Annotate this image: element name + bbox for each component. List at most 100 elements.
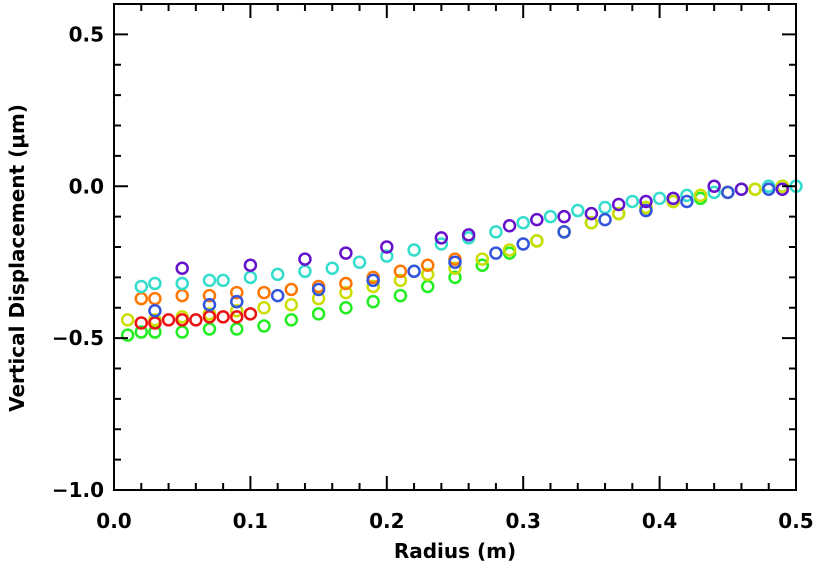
data-point <box>448 255 462 269</box>
data-point <box>420 267 435 282</box>
data-point <box>325 261 339 276</box>
data-point <box>680 188 694 203</box>
data-point <box>420 279 435 294</box>
data-point <box>393 288 408 303</box>
data-point <box>339 301 353 315</box>
data-point <box>120 328 135 342</box>
data-point <box>407 264 421 279</box>
x-tick-label: 0.5 <box>778 509 813 533</box>
data-point <box>257 319 271 333</box>
data-point <box>461 228 476 242</box>
data-point <box>475 252 490 266</box>
x-tick-label: 0.3 <box>505 509 540 533</box>
data-point <box>148 304 162 318</box>
y-tick-label: 0.5 <box>69 22 104 46</box>
data-point <box>502 218 517 233</box>
data-point <box>216 273 230 288</box>
data-point <box>475 258 490 272</box>
data-point <box>148 291 162 306</box>
data-point <box>175 288 189 303</box>
axis-ticks <box>113 3 797 491</box>
data-point <box>448 261 462 276</box>
x-tick-label: 0.2 <box>369 509 404 533</box>
data-point <box>134 325 149 339</box>
data-point <box>161 313 176 327</box>
data-point <box>420 258 435 272</box>
data-point <box>148 276 162 291</box>
data-point <box>243 307 258 321</box>
data-point <box>298 252 312 266</box>
data-point <box>311 307 326 321</box>
data-points-layer <box>120 179 803 342</box>
data-point <box>230 310 244 324</box>
data-point <box>434 237 449 251</box>
data-point <box>352 255 367 269</box>
data-point <box>311 282 326 297</box>
data-point <box>202 322 217 336</box>
data-point <box>543 209 558 224</box>
data-point <box>489 225 503 239</box>
data-point <box>489 246 503 260</box>
data-point <box>748 182 762 197</box>
data-point <box>216 310 230 324</box>
data-point <box>257 301 271 315</box>
data-point <box>230 285 244 300</box>
data-point <box>761 182 776 197</box>
data-point <box>202 273 217 288</box>
y-tick-label: −1.0 <box>52 478 104 502</box>
data-point <box>571 203 585 218</box>
data-point <box>380 249 394 263</box>
data-point <box>393 273 408 288</box>
data-point <box>598 212 612 227</box>
data-point <box>243 258 258 272</box>
data-point <box>448 270 462 285</box>
data-point <box>284 282 299 297</box>
data-point <box>611 197 626 212</box>
x-tick-labels: 0.0 0.1 0.2 0.3 0.4 0.5 <box>96 509 813 533</box>
data-point <box>284 313 299 327</box>
data-point <box>557 225 571 239</box>
data-point <box>134 316 149 330</box>
data-point <box>530 234 544 248</box>
data-point <box>230 322 244 336</box>
data-point <box>625 194 640 209</box>
data-point <box>284 297 299 312</box>
data-point <box>707 185 721 200</box>
data-point <box>407 243 421 257</box>
y-tick-labels: −1.0 −0.5 0.0 0.5 <box>52 22 104 502</box>
data-point <box>175 325 189 339</box>
data-point <box>366 279 380 294</box>
data-point <box>270 288 285 303</box>
data-point <box>134 291 149 306</box>
series-blue <box>148 182 776 318</box>
data-point <box>366 294 380 309</box>
data-point <box>339 276 353 291</box>
data-point <box>202 297 217 312</box>
data-point <box>243 270 258 285</box>
data-point <box>175 276 189 291</box>
data-point <box>298 264 312 279</box>
data-point <box>666 191 680 206</box>
data-point <box>270 267 285 282</box>
data-point <box>775 182 790 197</box>
data-point <box>502 243 517 257</box>
x-axis-title: Radius (m) <box>394 539 516 563</box>
data-point <box>693 188 708 203</box>
data-point <box>652 191 667 206</box>
data-point <box>175 313 189 327</box>
data-point <box>516 237 530 251</box>
y-tick-label: −0.5 <box>52 326 104 350</box>
y-tick-label: 0.0 <box>69 174 104 198</box>
data-point <box>434 231 449 245</box>
plot-frame <box>113 3 797 491</box>
data-point <box>598 200 612 215</box>
data-point <box>707 179 721 193</box>
data-point <box>366 273 380 288</box>
data-point <box>380 240 394 254</box>
data-point <box>230 304 244 318</box>
series-cyan <box>134 179 803 294</box>
data-point <box>230 294 244 309</box>
data-point <box>393 264 408 279</box>
data-point <box>257 285 271 300</box>
series-purple <box>175 179 790 276</box>
